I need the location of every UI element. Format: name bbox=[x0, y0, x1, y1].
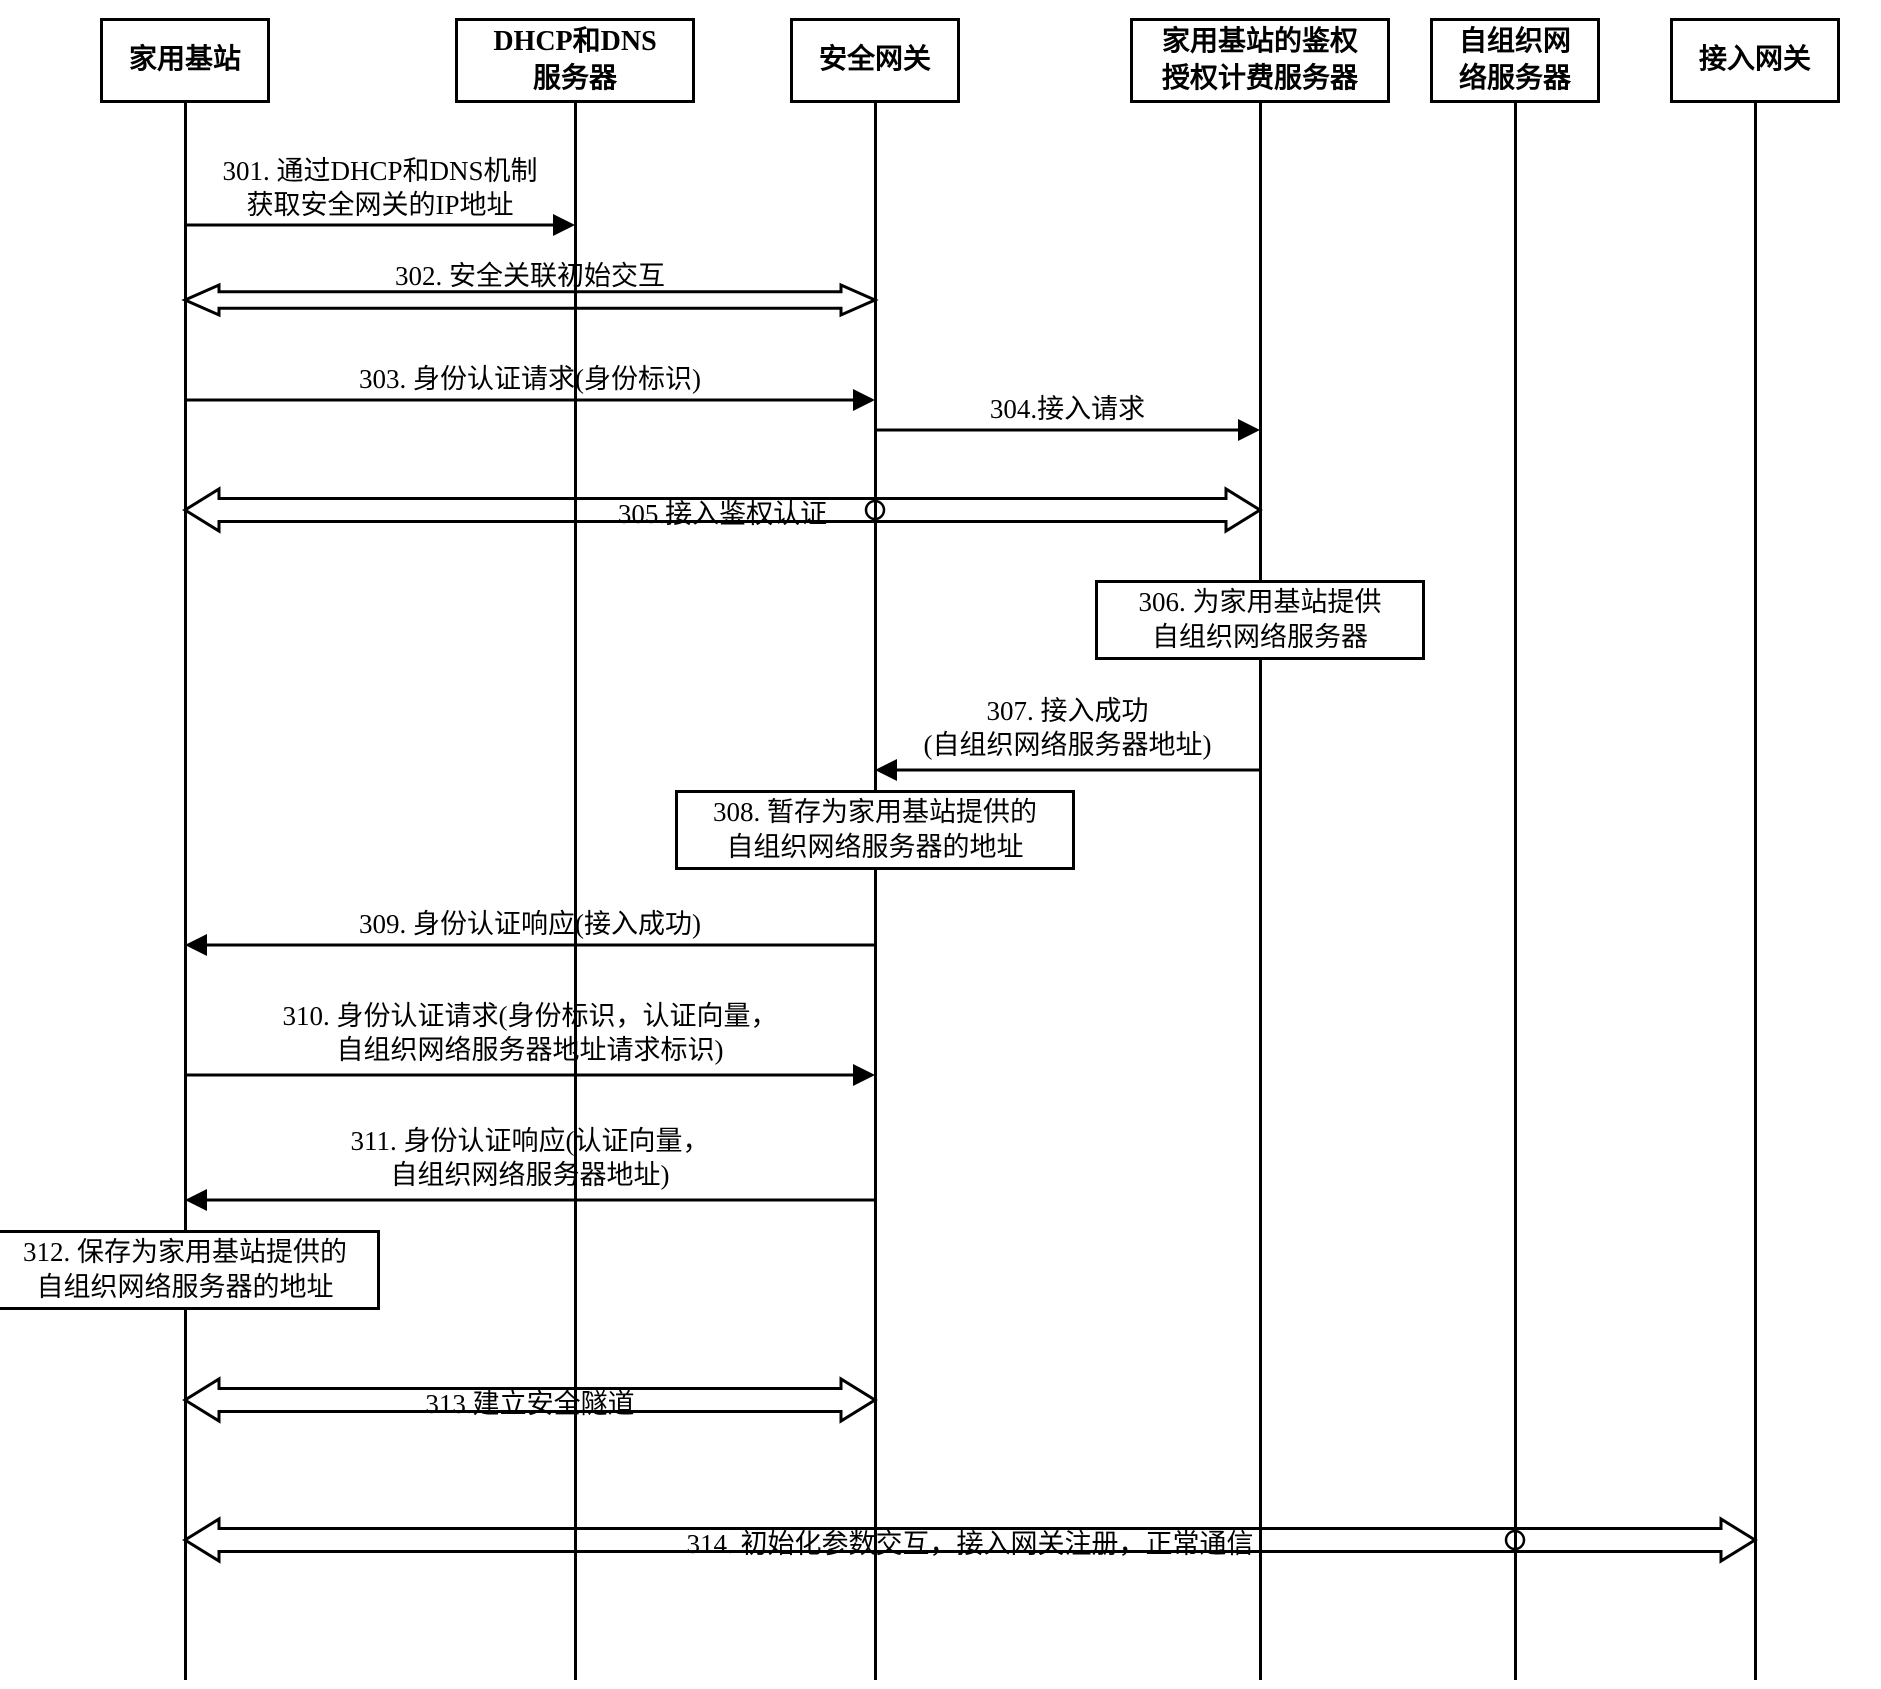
lifeline-dhcp_dns bbox=[574, 103, 577, 1680]
msg-label-m305: 305.接入鉴权认证 bbox=[223, 498, 1223, 532]
lifeline-son bbox=[1514, 103, 1517, 1680]
participant-son: 自组织网 络服务器 bbox=[1430, 18, 1600, 103]
msg-label-m307: 307. 接入成功 (自组织网络服务器地址) bbox=[568, 695, 1568, 763]
participant-access_gw: 接入网关 bbox=[1670, 18, 1840, 103]
participant-aaa: 家用基站的鉴权 授权计费服务器 bbox=[1130, 18, 1390, 103]
msg-label-m304: 304.接入请求 bbox=[568, 393, 1568, 427]
msg-label-m301: 301. 通过DHCP和DNS机制 获取安全网关的IP地址 bbox=[0, 155, 880, 223]
msg-label-m313: 313.建立安全隧道 bbox=[30, 1388, 1030, 1422]
msg-label-m314: 314. 初始化参数交互，接入网关注册，正常通信 bbox=[470, 1528, 1470, 1562]
note-m312: 312. 保存为家用基站提供的 自组织网络服务器的地址 bbox=[0, 1230, 380, 1310]
lifeline-home_bs bbox=[184, 103, 187, 1680]
lifeline-access_gw bbox=[1754, 103, 1757, 1680]
msg-label-m302: 302. 安全关联初始交互 bbox=[30, 260, 1030, 294]
note-m306: 306. 为家用基站提供 自组织网络服务器 bbox=[1095, 580, 1425, 660]
participant-home_bs: 家用基站 bbox=[100, 18, 270, 103]
msg-label-m309: 309. 身份认证响应(接入成功) bbox=[30, 908, 1030, 942]
note-m308: 308. 暂存为家用基站提供的 自组织网络服务器的地址 bbox=[675, 790, 1075, 870]
lifeline-sec_gw bbox=[874, 103, 877, 1680]
msg-label-m310: 310. 身份认证请求(身份标识，认证向量， 自组织网络服务器地址请求标识) bbox=[30, 1000, 1030, 1068]
msg-label-m303: 303. 身份认证请求(身份标识) bbox=[30, 363, 1030, 397]
participant-sec_gw: 安全网关 bbox=[790, 18, 960, 103]
msg-label-m311: 311. 身份认证响应(认证向量， 自组织网络服务器地址) bbox=[30, 1125, 1030, 1193]
lifeline-aaa bbox=[1259, 103, 1262, 1680]
participant-dhcp_dns: DHCP和DNS 服务器 bbox=[455, 18, 695, 103]
